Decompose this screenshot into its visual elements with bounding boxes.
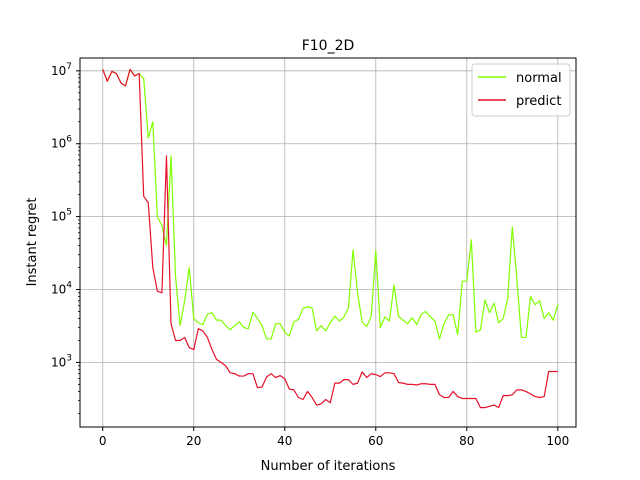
x-tick-label: 40 <box>277 434 292 448</box>
plot-frame <box>79 57 577 428</box>
y-tick-label: 103 <box>51 353 72 369</box>
legend-label-normal: normal <box>516 71 562 86</box>
y-tick-label: 105 <box>51 208 72 224</box>
y-tick-label: 106 <box>51 135 72 151</box>
legend: normal predict <box>471 63 571 117</box>
x-tick-label: 80 <box>459 434 474 448</box>
chart-title: F10_2D <box>302 38 355 54</box>
x-tick-label: 60 <box>368 434 383 448</box>
x-axis-label: Number of iterations <box>261 459 396 474</box>
y-tick-label: 107 <box>51 62 72 78</box>
x-axis-ticks: 0 20 40 60 80 100 <box>99 427 569 448</box>
series-line-normal <box>102 68 559 340</box>
y-axis-ticks: 103 104 105 106 107 <box>51 62 80 414</box>
y-axis-label: Instant regret <box>25 198 40 287</box>
grid-lines <box>80 58 576 427</box>
x-tick-label: 20 <box>186 434 201 448</box>
x-tick-label: 0 <box>99 434 107 448</box>
series-line-predict <box>102 68 558 409</box>
legend-label-predict: predict <box>516 94 561 109</box>
series-lines <box>102 68 559 409</box>
y-tick-label: 104 <box>51 281 72 297</box>
x-tick-label: 100 <box>546 434 569 448</box>
